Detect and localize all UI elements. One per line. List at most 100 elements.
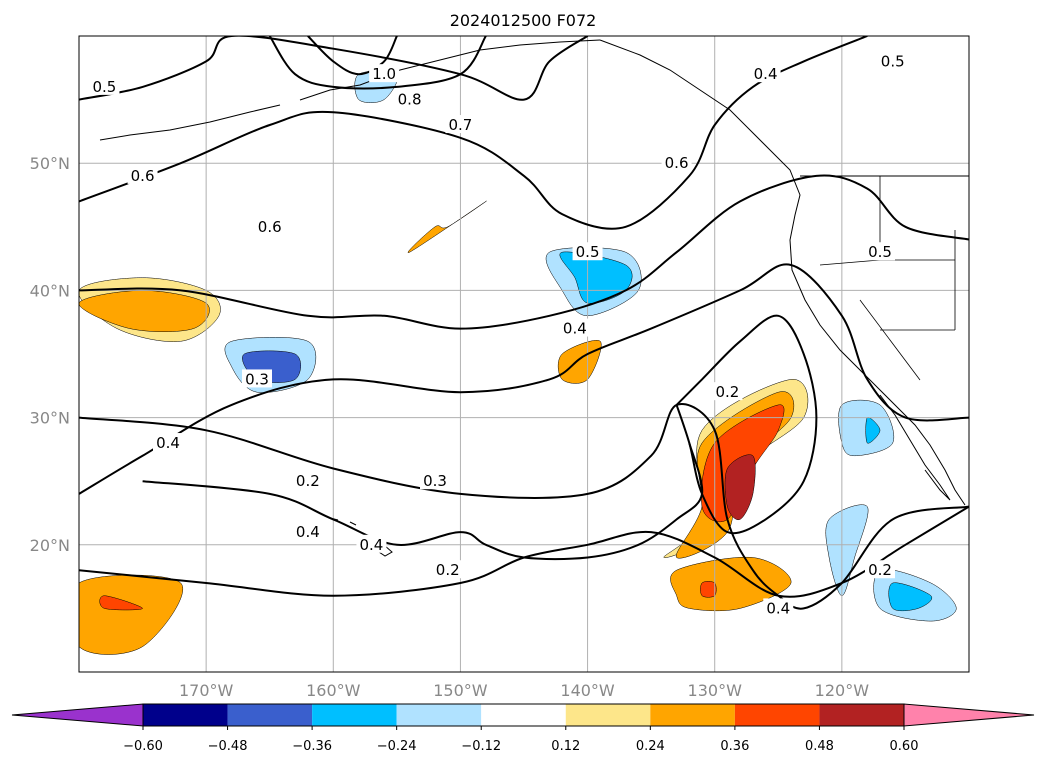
contour-label: 1.0: [372, 65, 396, 83]
colorbar-tick-label: 0.60: [890, 739, 919, 754]
shaded-region: [700, 581, 717, 598]
contour-label: 0.6: [131, 167, 155, 185]
contour-label: 0.5: [881, 52, 905, 70]
contour-line: [307, 36, 398, 76]
map-area: 0.5 1.00.8 0.7 0.6 0.6 0.6 0.4 0.5 0.5 0.4 0.3 0.2 0…: [79, 36, 969, 672]
colorbar-tick-label: −0.36: [292, 739, 332, 754]
colorbar-tick-label: −0.24: [377, 739, 417, 754]
contour-label: 0.6: [258, 218, 282, 236]
map-title: 2024012500 F072: [450, 11, 597, 30]
colorbar-tick-label: 0.36: [720, 739, 749, 754]
shaded-region: [724, 454, 756, 521]
shaded-region: [888, 582, 933, 612]
contour-label-mask: [661, 153, 692, 172]
contour-label-mask: [89, 76, 120, 95]
colorbar-extend-high: [903, 703, 1035, 727]
colorbar-swatch: [227, 704, 313, 726]
contour-label: 0.4: [766, 599, 790, 617]
contour-layer: [79, 36, 969, 610]
longitude-label: 150°W: [433, 681, 488, 700]
colorbar-swatch: [143, 704, 228, 726]
map-frame: [78, 35, 970, 673]
contour-label: 0.4: [359, 536, 383, 554]
longitude-label: 120°W: [815, 681, 870, 700]
contour-label: 0.7: [448, 116, 472, 134]
colorbar-tick-label: 0.12: [551, 739, 580, 754]
contour-label-mask: [445, 115, 476, 134]
contour-label-mask: [153, 433, 183, 452]
contour-label-mask: [242, 369, 272, 388]
contour-label-mask: [254, 216, 285, 235]
contour-label: 0.2: [715, 383, 739, 401]
contour-line: [79, 36, 589, 101]
contour-line: [79, 174, 969, 330]
colorbar-swatch: [481, 704, 566, 726]
longitude-label: 160°W: [306, 681, 361, 700]
longitude-label: 130°W: [688, 681, 743, 700]
contour-label: 0.3: [245, 370, 269, 388]
colorbar-tick-label: −0.60: [123, 739, 163, 754]
colorbar-swatch: [565, 704, 651, 726]
colorbar-swatch: [819, 704, 904, 726]
colorbar: −0.60 −0.48 −0.36 −0.24 −0.12 0.12 0.24 0.36 0.4…: [11, 703, 1035, 754]
contour-label-layer: 0.5 1.00.8 0.7 0.6 0.6 0.6 0.4 0.5 0.5 0.4 0.3 0.2 0…: [89, 51, 908, 617]
contour-line: [142, 442, 704, 561]
shaded-region: [865, 417, 881, 444]
colorbar-tick-label: 0.48: [805, 739, 834, 754]
contour-label-mask: [369, 64, 400, 83]
north-america-coastline: [599, 39, 966, 506]
contour-label: 0.3: [423, 472, 447, 490]
colorbar-tick-label: −0.12: [461, 739, 501, 754]
colorbar-swatch: [650, 704, 735, 726]
contour-label-mask: [394, 89, 425, 108]
contour-label: 0.4: [563, 320, 587, 338]
contour-label-mask: [292, 471, 323, 490]
us-state-borders: [819, 176, 956, 381]
latitude-tick-labels: 20°N 30°N 40°N 50°N: [30, 154, 70, 555]
shaded-region: [79, 574, 183, 655]
contour-label: 0.8: [398, 91, 422, 109]
contour-label-mask: [763, 598, 794, 617]
colorbar-swatch: [734, 704, 820, 726]
contour-line: [79, 402, 969, 610]
shaded-region: [825, 504, 869, 596]
contour-label-mask: [559, 318, 590, 337]
contour-label-mask: [432, 560, 463, 579]
contour-label: 0.5: [576, 243, 600, 261]
longitude-label: 170°W: [179, 681, 234, 700]
contour-line: [268, 36, 487, 90]
contour-label-mask: [877, 51, 908, 70]
aleutian-islands: [99, 104, 281, 141]
colorbar-tick-label: 0.24: [636, 739, 665, 754]
latitude-label: 30°N: [30, 409, 70, 428]
shaded-region: [407, 200, 487, 253]
contour-label: 0.4: [296, 523, 320, 541]
longitude-tick-labels: 170°W 160°W 150°W 140°W 130°W 120°W: [179, 681, 869, 700]
contour-label: 0.4: [156, 434, 180, 452]
latitude-label: 20°N: [30, 536, 70, 555]
colorbar-swatch: [396, 704, 482, 726]
contour-label-mask: [572, 242, 603, 261]
shaded-region: [99, 595, 143, 611]
contour-label-mask: [712, 382, 743, 401]
latitude-label: 40°N: [30, 281, 70, 300]
colorbar-frame: [142, 703, 905, 727]
contour-line: [79, 263, 969, 495]
contour-label: 0.5: [92, 78, 116, 96]
contour-label-mask: [127, 165, 158, 184]
contour-label: 0.5: [868, 243, 892, 261]
shaded-anomaly-layer: [79, 70, 957, 655]
coastline-layer: [99, 39, 969, 557]
colorbar-swatch: [312, 704, 397, 726]
contour-label-mask: [420, 471, 450, 490]
longitude-label: 140°W: [560, 681, 615, 700]
colorbar-extend-low: [11, 703, 144, 727]
contour-label: 0.2: [436, 561, 460, 579]
contour-label: 0.2: [296, 472, 320, 490]
contour-label-mask: [865, 560, 895, 579]
contour-label-mask: [292, 522, 323, 541]
contour-line: [79, 36, 868, 230]
contour-label-mask: [356, 534, 387, 553]
latitude-label: 50°N: [30, 154, 70, 173]
